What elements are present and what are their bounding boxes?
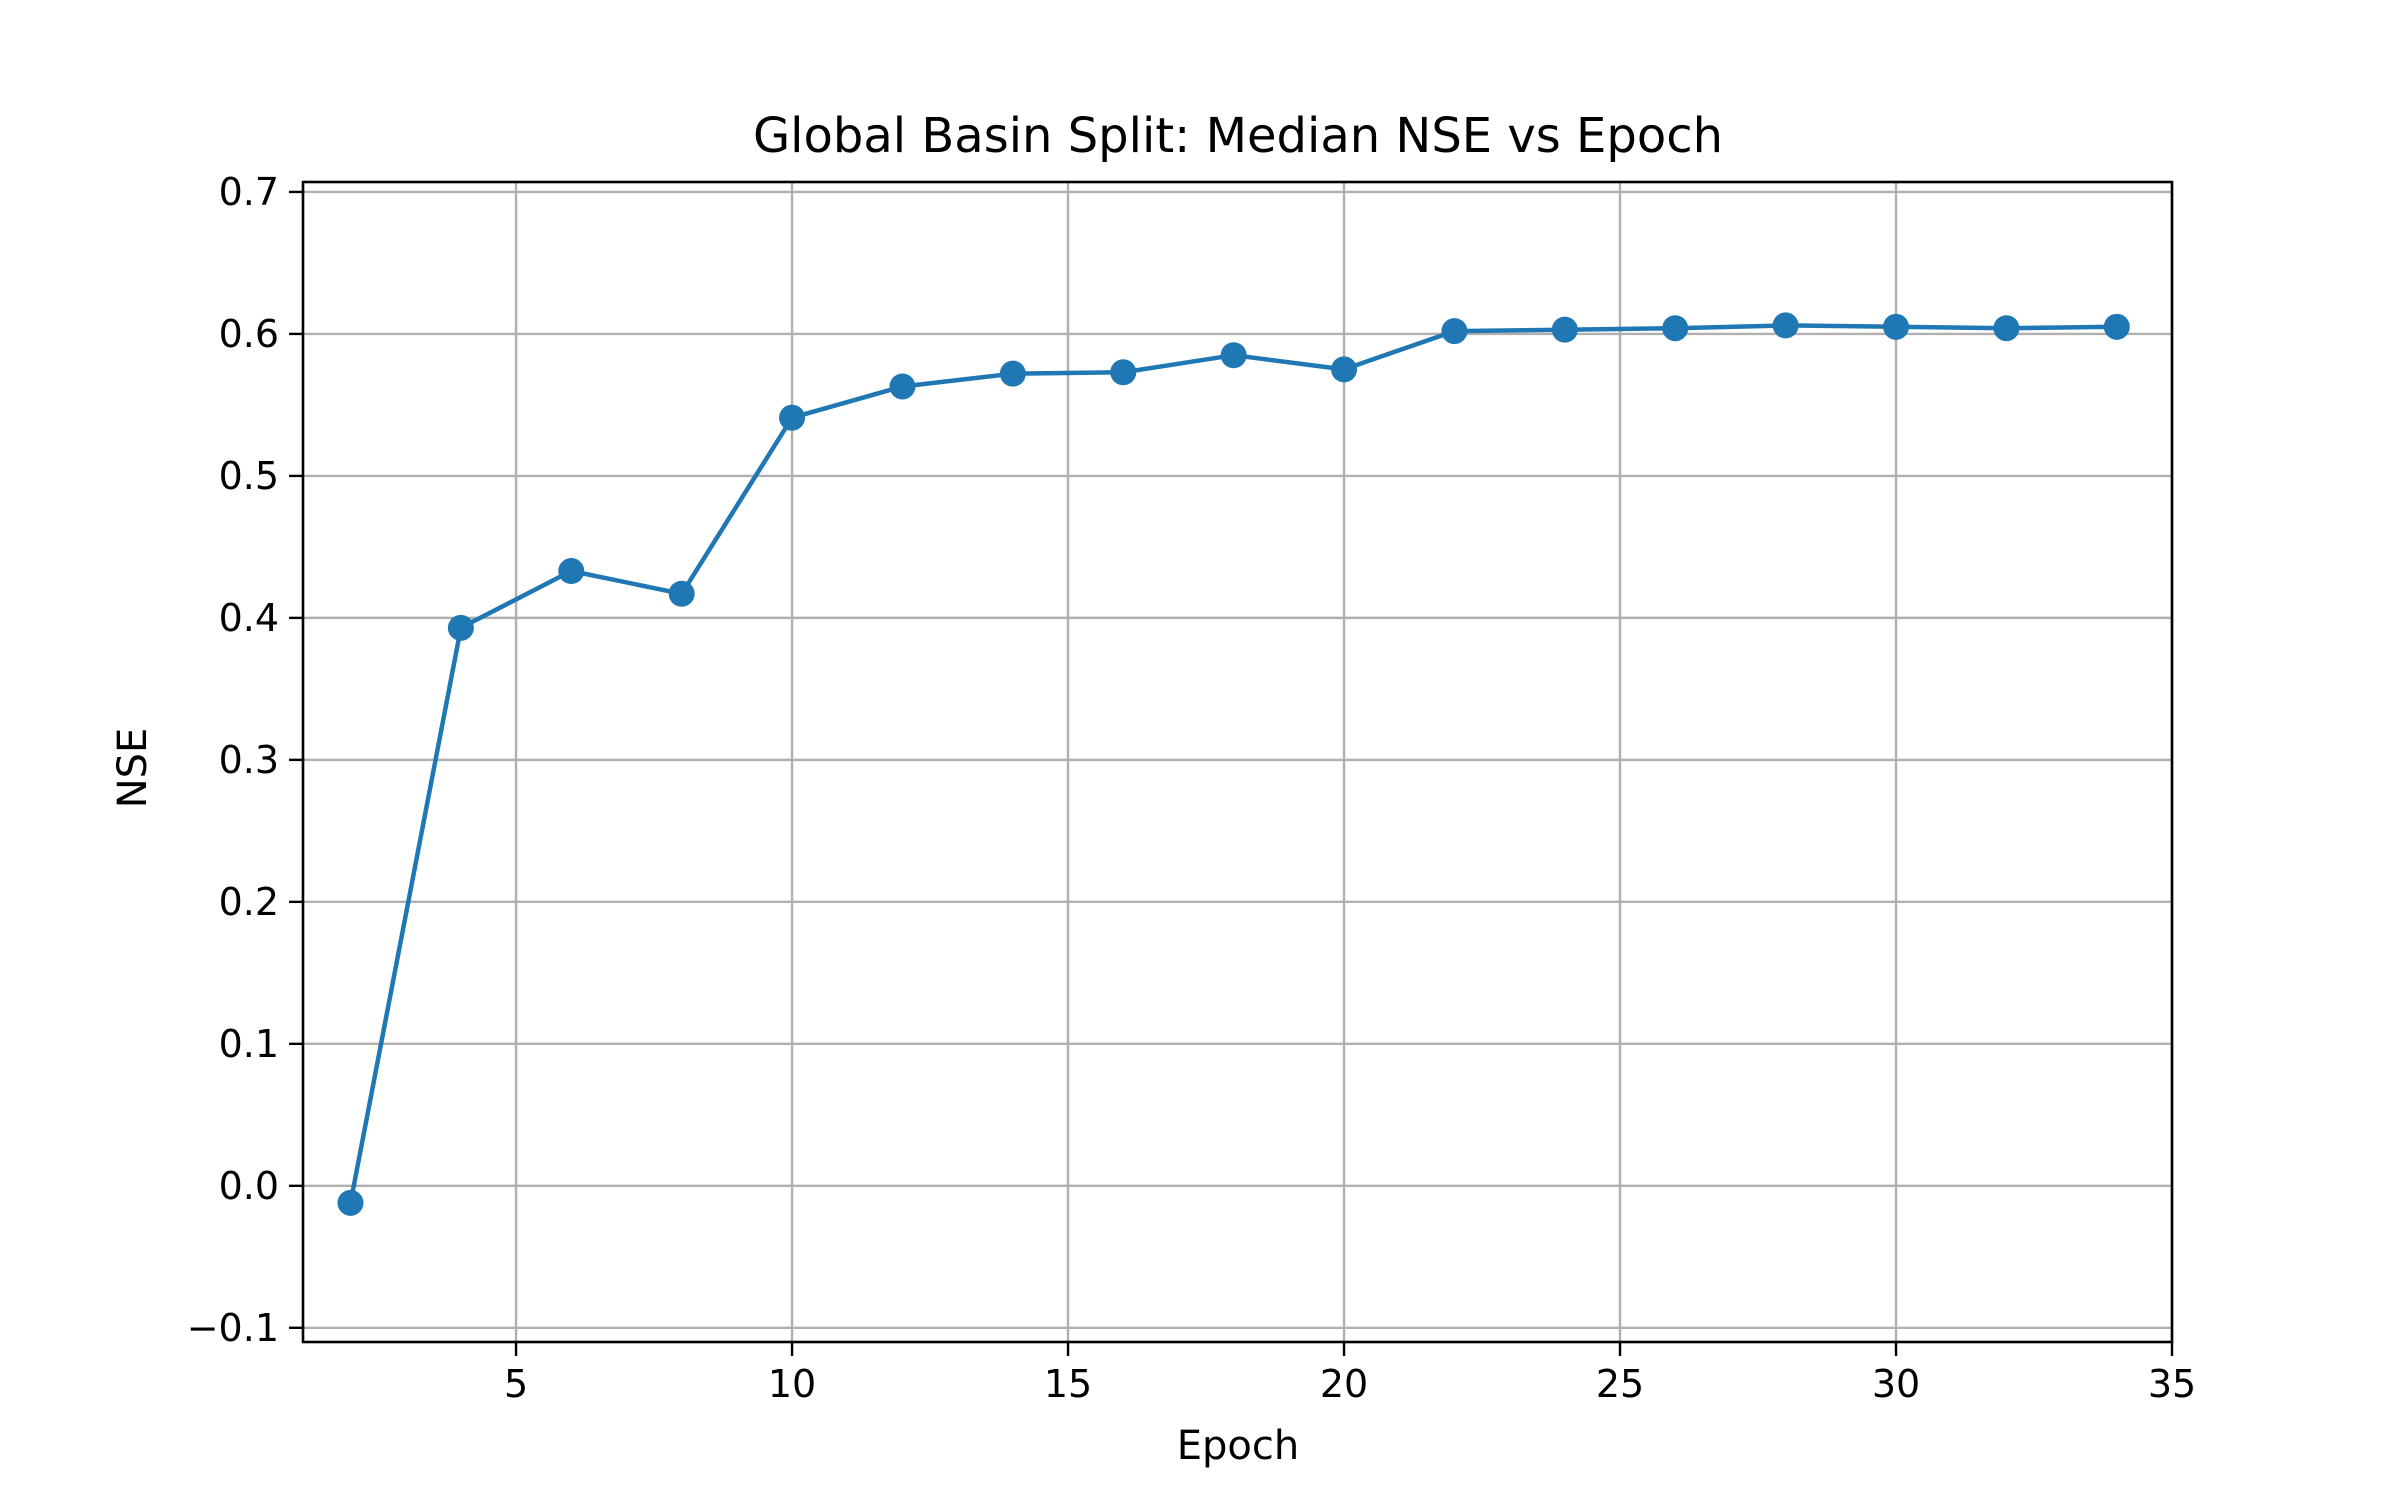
grid [303,182,2174,1342]
y-tick-label: 0.7 [219,170,279,214]
data-point [337,1189,364,1216]
y-tick-label: 0.3 [219,738,279,782]
x-axis-label: Epoch [1177,1423,1299,1469]
x-axis-ticks: 5 10 15 20 25 30 35 [504,1342,2196,1406]
data-point [779,404,806,431]
y-axis-label: NSE [110,728,156,809]
y-axis-ticks: −0.1 0.0 0.1 0.2 0.3 0.4 0.5 0.6 0.7 [187,170,303,1350]
data-point [1662,315,1689,342]
chart-title: Global Basin Split: Median NSE vs Epoch [753,108,1723,164]
y-tick-label: 0.1 [219,1022,279,1066]
data-point [1993,315,2020,342]
x-tick-label: 10 [768,1362,816,1406]
data-point [889,373,916,400]
x-tick-label: 5 [504,1362,528,1406]
data-point [1551,316,1578,343]
x-tick-label: 15 [1044,1362,1092,1406]
data-point [999,360,1026,387]
data-point [1331,356,1358,383]
data-point [1441,318,1468,345]
data-point [1883,313,1910,340]
x-tick-label: 35 [2148,1362,2196,1406]
series-group [337,312,2130,1216]
data-point [2103,313,2130,340]
y-tick-label: 0.6 [219,312,279,356]
data-point [1110,359,1137,386]
data-point [668,580,695,607]
y-tick-label: 0.0 [219,1164,279,1208]
y-tick-label: −0.1 [187,1306,279,1350]
x-tick-label: 20 [1320,1362,1368,1406]
plot-frame [301,180,2174,1344]
x-tick-label: 30 [1872,1362,1920,1406]
x-tick-label: 25 [1596,1362,1644,1406]
data-point [558,558,585,585]
y-tick-label: 0.5 [219,454,279,498]
y-tick-label: 0.4 [219,596,279,640]
data-point [1772,312,1799,339]
y-tick-label: 0.2 [219,880,279,924]
data-point [447,614,474,641]
data-point [1220,342,1247,369]
